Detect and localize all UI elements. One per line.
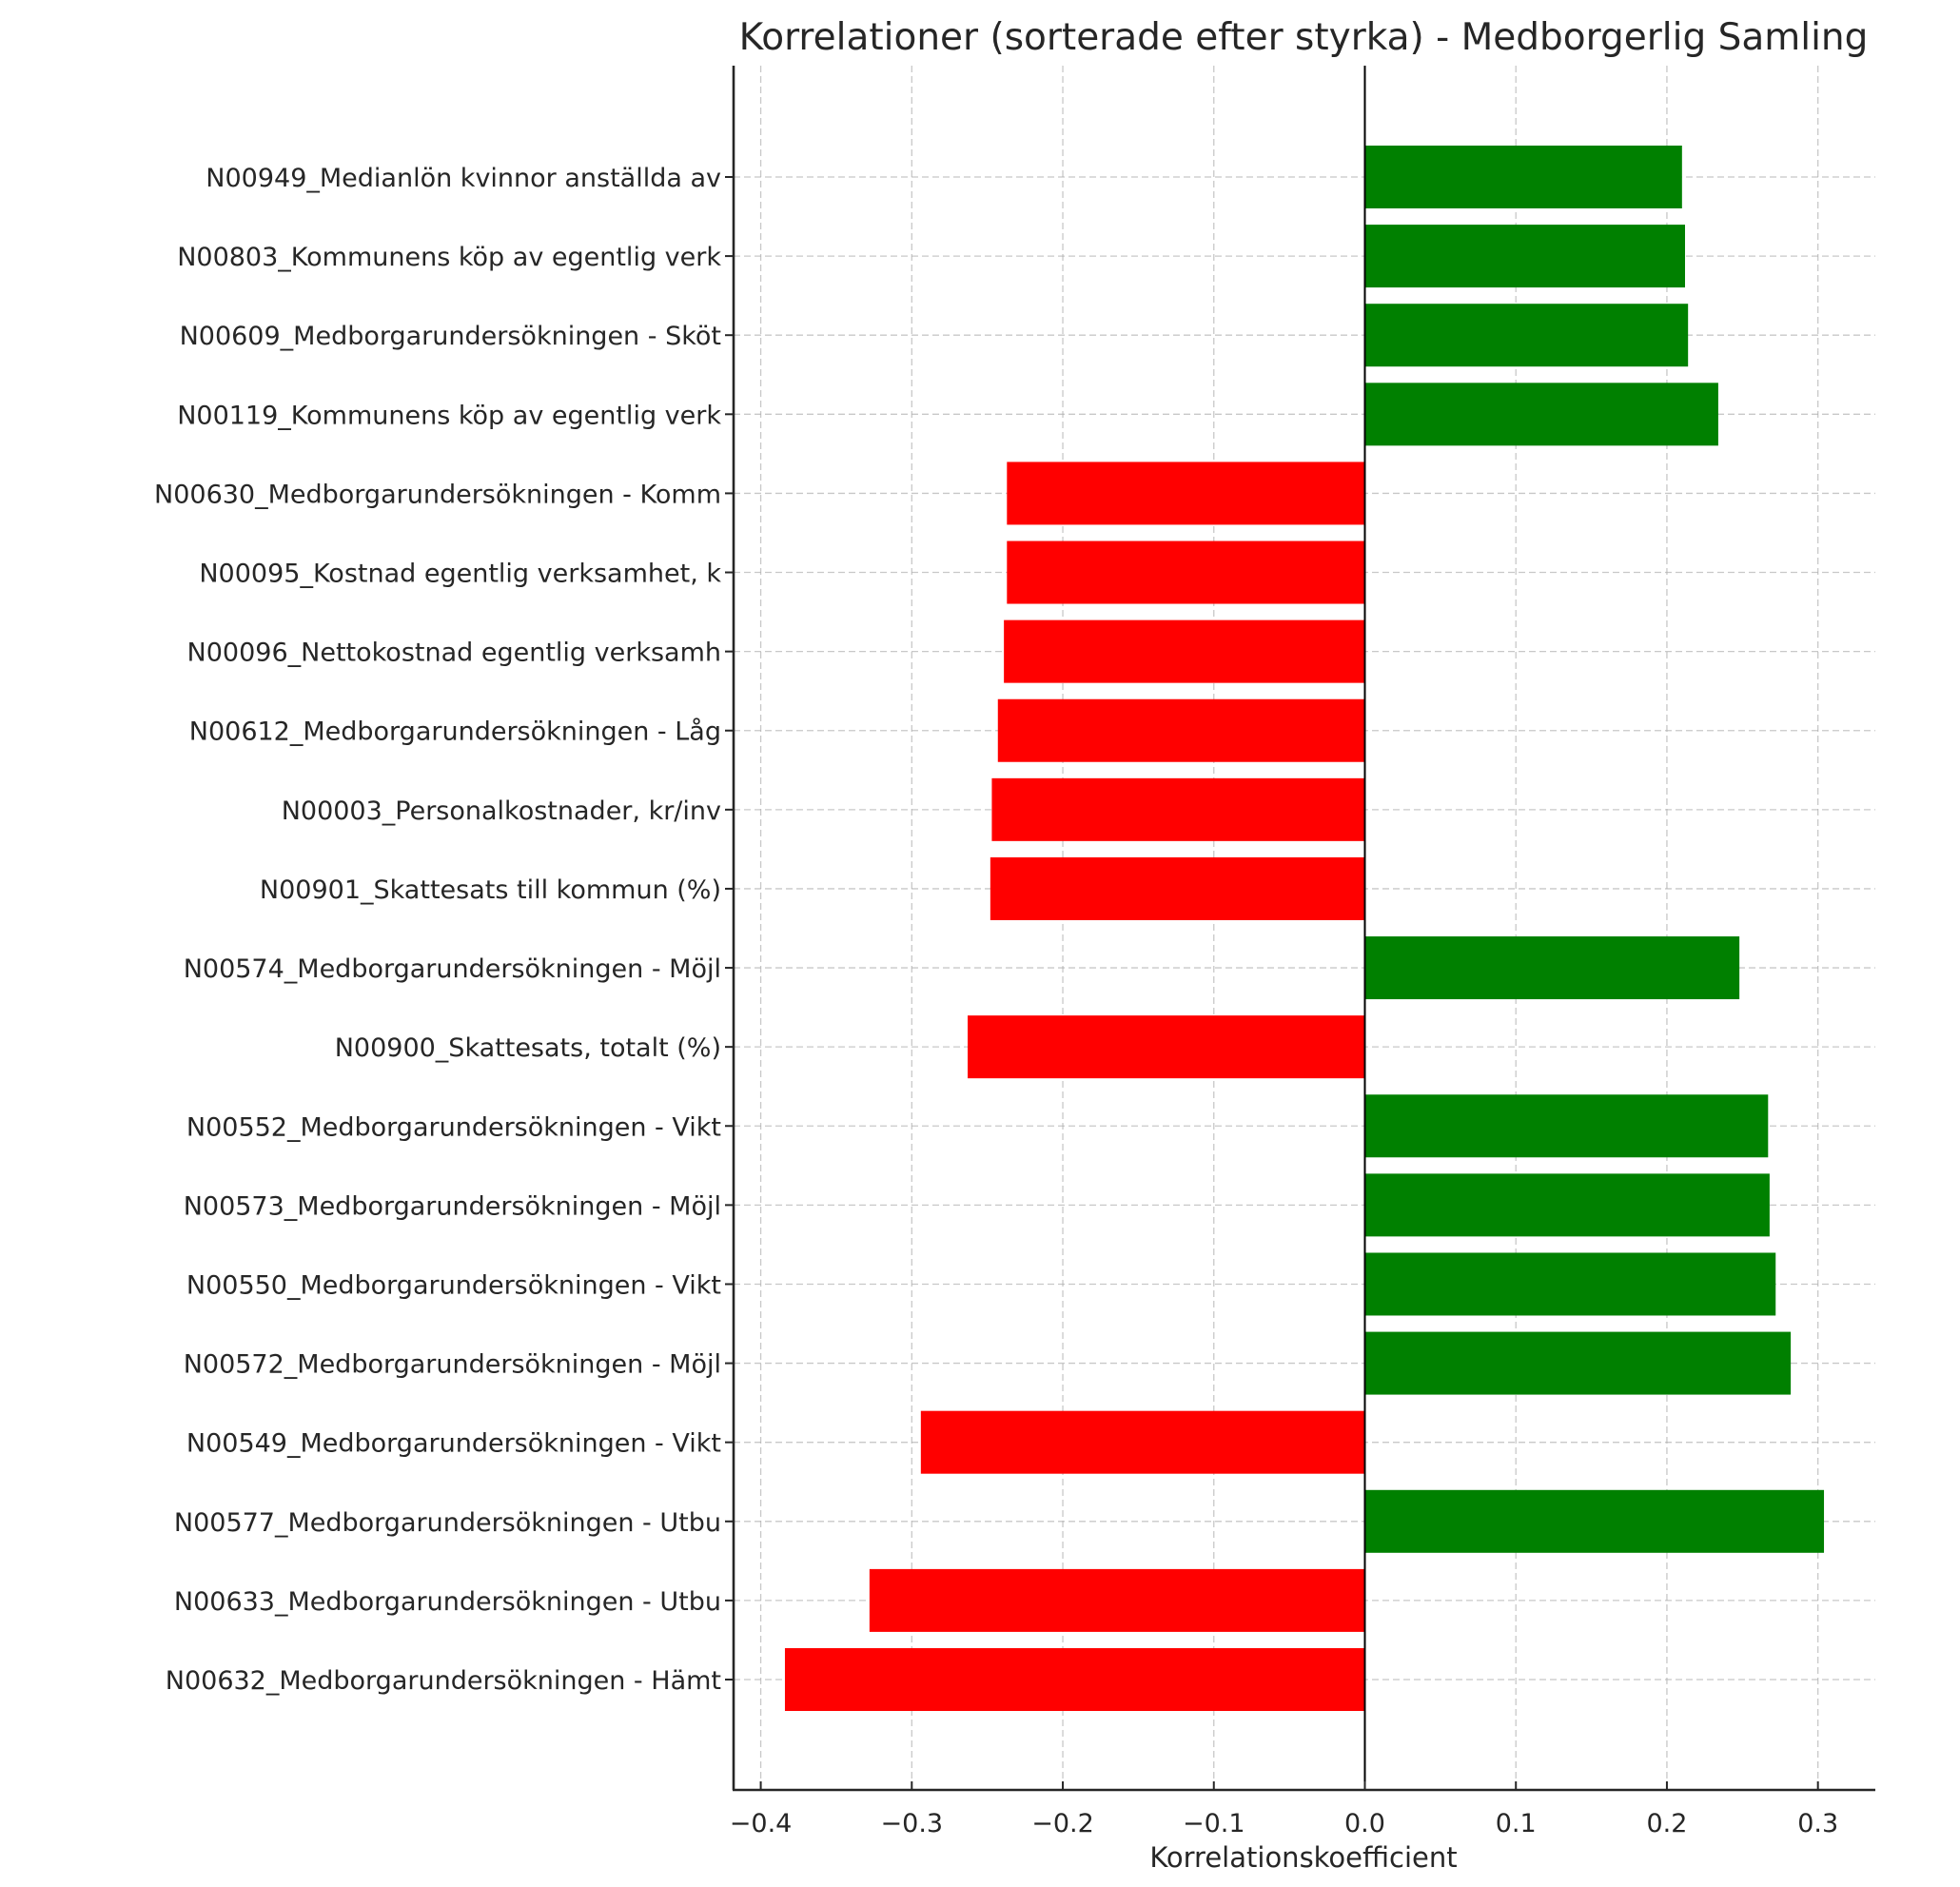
y-tick-label: N00572_Medborgarundersökningen - Möjl (184, 1350, 721, 1380)
y-tick-label: N00577_Medborgarundersökningen - Utbu (174, 1508, 721, 1538)
y-tick-label: N00573_Medborgarundersökningen - Möjl (184, 1191, 721, 1221)
x-tick-label: 0.2 (1646, 1809, 1687, 1838)
bar (1007, 462, 1365, 525)
x-tick-label: −0.1 (1183, 1809, 1245, 1838)
x-tick-label: −0.4 (730, 1809, 793, 1838)
chart-title: Korrelationer (sorterade efter styrka) -… (739, 16, 1869, 59)
y-tick-label: N00095_Kostnad egentlig verksamhet, k (199, 560, 721, 589)
y-tick-label: N00632_Medborgarundersökningen - Hämt (166, 1666, 721, 1696)
y-tick-label: N00949_Medianlön kvinnor anställda av (206, 164, 721, 193)
bar (1364, 146, 1682, 208)
bar (997, 698, 1365, 762)
y-tick-label: N00803_Kommunens köp av egentlig verk (177, 243, 721, 272)
y-axis-ticks: N00949_Medianlön kvinnor anställda av N00… (154, 164, 734, 1696)
x-tick-label: 0.3 (1797, 1809, 1838, 1838)
y-tick-label: N00612_Medborgarundersökningen - Låg (189, 717, 721, 747)
x-tick-label: 0.1 (1496, 1809, 1537, 1838)
y-tick-label: N00549_Medborgarundersökningen - Vikt (186, 1429, 721, 1459)
bar (784, 1648, 1365, 1711)
bar (968, 1015, 1365, 1079)
bar (991, 777, 1365, 841)
y-tick-label: N00609_Medborgarundersökningen - Sköt (180, 322, 721, 351)
y-tick-label: N00550_Medborgarundersökningen - Vikt (186, 1270, 721, 1300)
x-axis-ticks: −0.4 −0.3 −0.2 −0.1 0.0 0.1 0.2 0.3 (730, 1781, 1838, 1838)
bar (1364, 383, 1718, 446)
bar (1364, 1094, 1769, 1158)
y-tick-label: N00901_Skattesats till kommun (%) (260, 875, 721, 905)
y-tick-label: N00552_Medborgarundersökningen - Vikt (186, 1112, 721, 1142)
bar (1364, 225, 1685, 288)
bar (1004, 619, 1365, 683)
y-tick-label: N00900_Skattesats, totalt (%) (335, 1033, 721, 1063)
bar (1364, 1252, 1776, 1316)
bar (920, 1410, 1365, 1474)
y-tick-label: N00096_Nettokostnad egentlig verksamh (187, 639, 721, 668)
x-tick-label: 0.0 (1344, 1809, 1385, 1838)
y-tick-label: N00119_Kommunens köp av egentlig verk (177, 401, 721, 430)
bar (869, 1568, 1365, 1632)
y-tick-label: N00633_Medborgarundersökningen - Utbu (174, 1587, 721, 1617)
x-tick-label: −0.3 (881, 1809, 944, 1838)
bar (1364, 936, 1740, 1000)
bars (784, 146, 1825, 1711)
x-axis-label: Korrelationskoefficient (1149, 1841, 1457, 1874)
y-tick-label: N00003_Personalkostnader, kr/inv (282, 796, 721, 826)
y-tick-label: N00574_Medborgarundersökningen - Möjl (184, 954, 721, 984)
bar (1364, 1489, 1825, 1553)
bar (1007, 541, 1365, 604)
bar (1364, 1173, 1770, 1237)
y-tick-label: N00630_Medborgarundersökningen - Komm (154, 480, 721, 509)
bar (1364, 304, 1689, 367)
bar (990, 856, 1365, 920)
bar (1364, 1331, 1792, 1395)
x-tick-label: −0.2 (1031, 1809, 1094, 1838)
